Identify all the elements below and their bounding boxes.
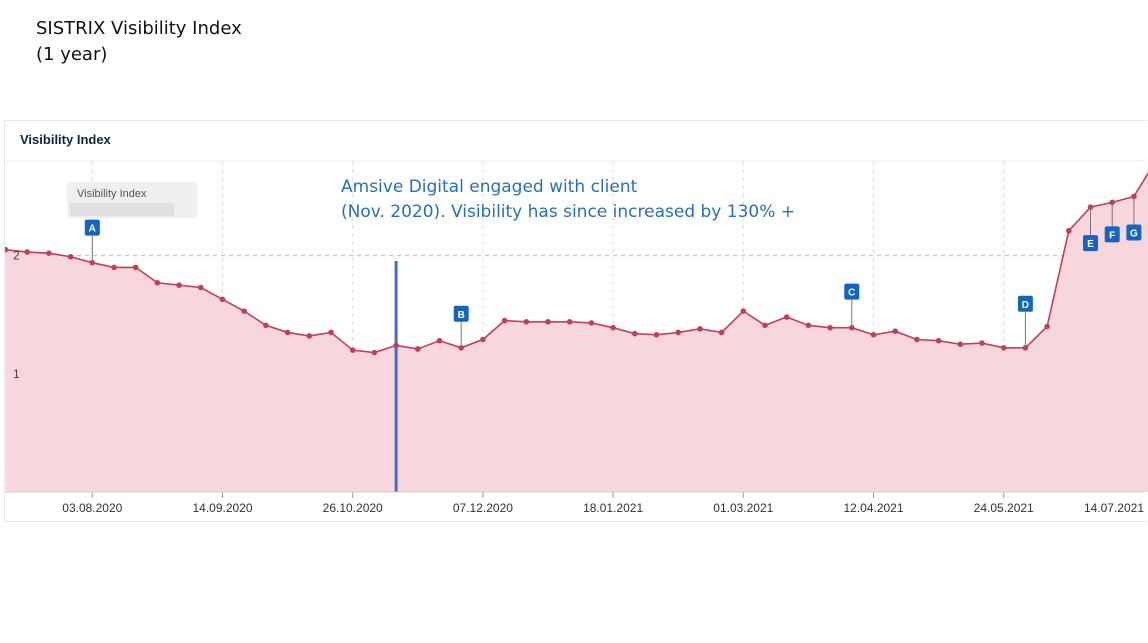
event-marker-e [1083, 235, 1098, 252]
data-point [393, 342, 399, 349]
data-point [1000, 344, 1007, 351]
data-point [870, 331, 877, 338]
event-marker-a [84, 219, 100, 236]
data-point [219, 296, 226, 303]
data-point [718, 329, 725, 336]
page-title: SISTRIX Visibility Index (1 year) [36, 16, 242, 68]
data-point [371, 349, 378, 356]
data-point [154, 279, 161, 286]
data-point [349, 347, 356, 353]
data-point [588, 320, 595, 326]
x-tick-label: 26.10.2020 [323, 501, 383, 515]
data-point [957, 341, 964, 348]
data-point [46, 250, 52, 257]
event-label: G [1130, 228, 1138, 239]
annotation-line1: Amsive Digital engaged with client [341, 177, 638, 197]
data-point [415, 346, 421, 352]
data-point [675, 329, 681, 336]
data-point [436, 337, 443, 344]
event-label: D [1022, 300, 1029, 311]
data-point [545, 318, 551, 325]
data-point [740, 308, 747, 314]
data-point [198, 284, 204, 291]
data-point [1087, 204, 1094, 210]
x-tick-label: 24.05.2021 [974, 501, 1034, 515]
event-label: C [848, 288, 855, 299]
x-tick-label: 18.01.2021 [583, 501, 643, 515]
event-marker-c [844, 283, 860, 300]
event-marker-b [453, 305, 469, 322]
area-layer [5, 173, 1148, 492]
data-point [328, 329, 334, 336]
x-tick-label: 07.12.2020 [453, 501, 513, 515]
data-point [1044, 323, 1050, 330]
card-title: Visibility Index [20, 132, 111, 147]
event-label: A [89, 224, 96, 235]
series-area [5, 173, 1148, 492]
annotation-line2: (Nov. 2020). Visibility has since increa… [341, 202, 796, 222]
data-point [176, 282, 182, 288]
y-tick-label: 1 [13, 367, 20, 381]
data-point [5, 246, 9, 253]
engagement-annotation: Amsive Digital engaged with client (Nov.… [341, 175, 795, 225]
visibility-chart: A B C D E F G 1 2 03.08.2020 14.09.2020 26.10.2020… [5, 160, 1148, 515]
data-point [827, 324, 833, 331]
data-point [805, 322, 812, 329]
data-point [132, 264, 139, 271]
data-point [24, 249, 31, 255]
data-point [914, 336, 920, 343]
page-title-line1: SISTRIX Visibility Index [36, 18, 242, 39]
page-title-line2: (1 year) [36, 44, 108, 65]
data-point [480, 336, 486, 343]
data-point [67, 253, 74, 260]
data-point [523, 318, 530, 325]
data-point [979, 340, 985, 346]
event-marker-g [1126, 224, 1142, 241]
event-label: B [458, 310, 465, 321]
event-marker-f [1104, 226, 1120, 243]
tooltip-redacted-value [70, 203, 174, 216]
data-point [783, 314, 790, 320]
data-point [1109, 199, 1115, 206]
data-point [306, 333, 313, 339]
axis-layer: 1 2 03.08.2020 14.09.2020 26.10.2020 07.12.20… [5, 249, 1144, 515]
x-tick-label: 03.08.2020 [62, 501, 122, 515]
data-point [1131, 193, 1137, 200]
data-point [284, 329, 291, 336]
data-point [653, 331, 660, 338]
data-point [1066, 227, 1072, 234]
event-label: E [1087, 239, 1094, 250]
event-marker-d [1017, 295, 1033, 312]
data-point [111, 264, 117, 271]
data-point [241, 308, 247, 314]
data-point [892, 328, 898, 335]
data-point [566, 318, 573, 325]
chart-card: Visibility Index A B C D E F G 1 2 03.08.2020 14.… [4, 120, 1148, 522]
x-tick-label: 12.04.2021 [843, 501, 903, 515]
tooltip-label: Visibility Index [77, 188, 147, 200]
hover-tooltip: Visibility Index [67, 182, 197, 218]
data-point [89, 259, 96, 266]
event-label: F [1109, 230, 1115, 241]
data-point [935, 337, 942, 344]
x-tick-label: 14.09.2020 [192, 501, 252, 515]
data-point [632, 330, 638, 337]
y-tick-label: 2 [13, 249, 20, 263]
event-layer: A B C D E F G [84, 196, 1142, 348]
data-point [263, 322, 269, 329]
data-point [610, 324, 616, 331]
point-layer [5, 193, 1137, 356]
x-tick-label: 14.07.2021 [1084, 501, 1144, 515]
data-point [697, 326, 703, 332]
data-point [762, 322, 768, 329]
x-tick-label: 01.03.2021 [713, 501, 773, 515]
data-point [501, 317, 508, 324]
